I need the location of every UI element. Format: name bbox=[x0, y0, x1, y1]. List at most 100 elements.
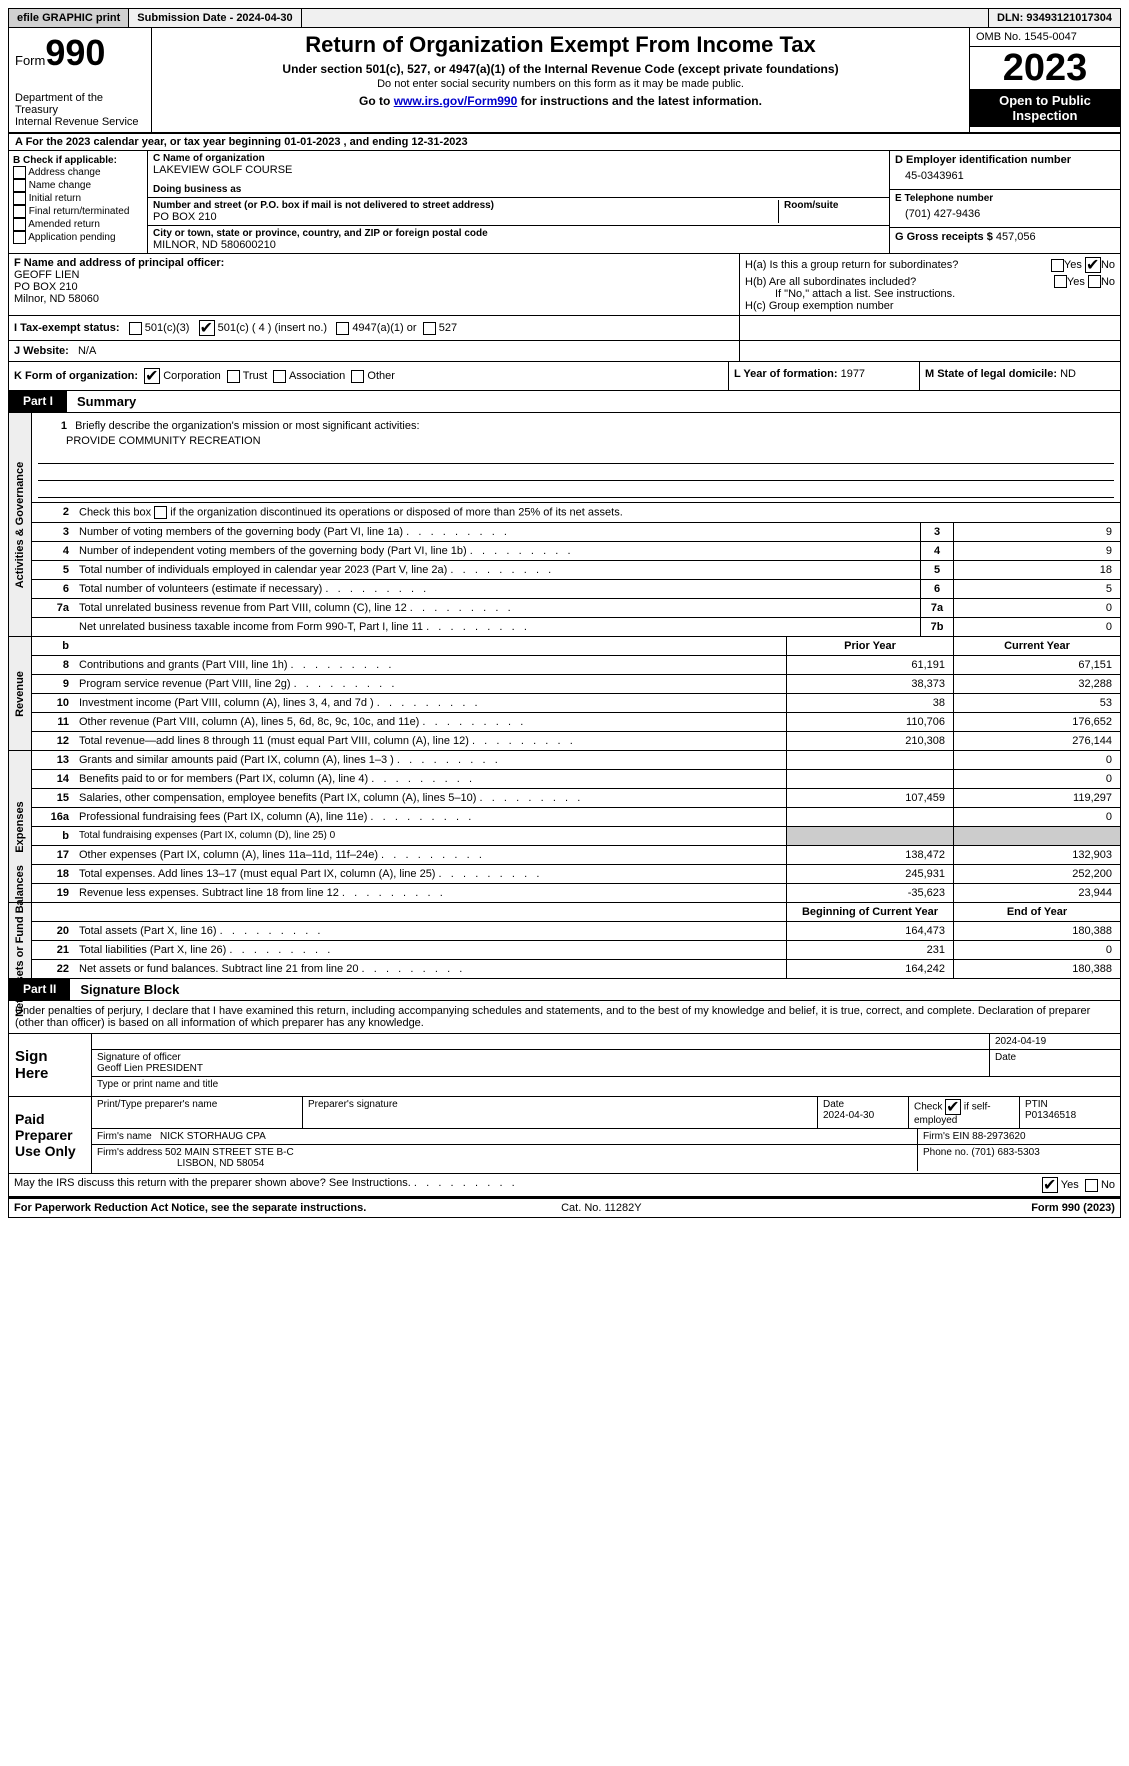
irs-link[interactable]: www.irs.gov/Form990 bbox=[394, 94, 518, 108]
discuss-row: May the IRS discuss this return with the… bbox=[8, 1174, 1121, 1197]
chk-assoc[interactable] bbox=[273, 370, 286, 383]
chk-discuss-yes[interactable] bbox=[1042, 1177, 1058, 1193]
dept-treasury: Department of the Treasury bbox=[15, 92, 145, 116]
chk-address-change[interactable] bbox=[13, 166, 26, 179]
dots bbox=[411, 1177, 515, 1193]
summary-line: 3 Number of voting members of the govern… bbox=[32, 523, 1120, 542]
part2-header: Part II Signature Block bbox=[8, 979, 1121, 1001]
line-box: 4 bbox=[920, 542, 953, 560]
chk-final-return[interactable] bbox=[13, 205, 26, 218]
lbl-initial-return: Initial return bbox=[29, 193, 81, 204]
period-mid: , and ending bbox=[344, 136, 412, 148]
chk-501c[interactable] bbox=[199, 320, 215, 336]
line-num: 13 bbox=[32, 751, 74, 769]
chk-initial-return[interactable] bbox=[13, 192, 26, 205]
chk-discuss-no[interactable] bbox=[1085, 1179, 1098, 1192]
gross-label: G Gross receipts $ bbox=[895, 231, 993, 243]
line-py: 138,472 bbox=[786, 846, 953, 864]
gross-value: 457,056 bbox=[996, 231, 1036, 243]
chk-4947[interactable] bbox=[336, 322, 349, 335]
vtab-gov: Activities & Governance bbox=[9, 413, 32, 636]
chk-other[interactable] bbox=[351, 370, 364, 383]
box-b: B Check if applicable: Address change Na… bbox=[9, 151, 148, 253]
lbl-address-change: Address change bbox=[28, 167, 100, 178]
line-cy: 67,151 bbox=[953, 656, 1120, 674]
summary-line: 4 Number of independent voting members o… bbox=[32, 542, 1120, 561]
line-box: 3 bbox=[920, 523, 953, 541]
line-cy: 23,944 bbox=[953, 884, 1120, 902]
chk-501c3[interactable] bbox=[129, 322, 142, 335]
line-cy: 276,144 bbox=[953, 732, 1120, 750]
line-val: 0 bbox=[953, 599, 1120, 617]
line-cy: 0 bbox=[953, 808, 1120, 826]
hb-note: If "No," attach a list. See instructions… bbox=[745, 288, 1115, 300]
line-py: 38 bbox=[786, 694, 953, 712]
chk-ha-no[interactable] bbox=[1085, 257, 1101, 273]
line-num: 3 bbox=[32, 523, 74, 541]
line2-text: Check this box bbox=[79, 506, 154, 518]
lbl-corp: Corporation bbox=[163, 370, 220, 382]
chk-self-employed[interactable] bbox=[945, 1099, 961, 1115]
open-to-public: Open to Public Inspection bbox=[970, 89, 1120, 127]
line-box: 7b bbox=[920, 618, 953, 636]
line-num bbox=[32, 618, 74, 636]
form-subtitle: Under section 501(c), 527, or 4947(a)(1)… bbox=[158, 62, 963, 76]
summary-line: 21 Total liabilities (Part X, line 26) 2… bbox=[32, 941, 1120, 960]
chk-ha-yes[interactable] bbox=[1051, 259, 1064, 272]
rev-section: Revenue b Prior Year Current Year 8 Cont… bbox=[8, 637, 1121, 751]
period-a: A For the 2023 calendar year, or tax yea… bbox=[15, 136, 284, 148]
chk-corp[interactable] bbox=[144, 368, 160, 384]
underline bbox=[38, 466, 1114, 481]
line-py: 107,459 bbox=[786, 789, 953, 807]
dln: DLN: 93493121017304 bbox=[989, 9, 1120, 27]
line-val: 5 bbox=[953, 580, 1120, 598]
firm-addr-label: Firm's address bbox=[97, 1147, 162, 1158]
link-post: for instructions and the latest informat… bbox=[517, 94, 762, 108]
line2-desc: Check this box if the organization disco… bbox=[74, 503, 1120, 522]
perjury-declaration: Under penalties of perjury, I declare th… bbox=[8, 1001, 1121, 1034]
chk-name-change[interactable] bbox=[13, 179, 26, 192]
lbl-final-return: Final return/terminated bbox=[29, 206, 130, 217]
chk-527[interactable] bbox=[423, 322, 436, 335]
ein-label: D Employer identification number bbox=[895, 154, 1115, 166]
box-c: C Name of organization LAKEVIEW GOLF COU… bbox=[148, 151, 890, 253]
topbar-spacer bbox=[302, 9, 989, 27]
part2-title: Signature Block bbox=[70, 979, 189, 1000]
lbl-527: 527 bbox=[439, 322, 457, 334]
form-org-label: K Form of organization: bbox=[14, 370, 138, 382]
chk-hb-no[interactable] bbox=[1088, 275, 1101, 288]
box-f: F Name and address of principal officer:… bbox=[9, 254, 740, 315]
line-desc: Program service revenue (Part VIII, line… bbox=[74, 675, 786, 693]
chk-trust[interactable] bbox=[227, 370, 240, 383]
lbl-application-pending: Application pending bbox=[28, 232, 115, 243]
gov-section: Activities & Governance 1 Briefly descri… bbox=[8, 413, 1121, 637]
summary-line: 7a Total unrelated business revenue from… bbox=[32, 599, 1120, 618]
year-formation: 1977 bbox=[841, 368, 865, 380]
chk-hb-yes[interactable] bbox=[1054, 275, 1067, 288]
chk-application-pending[interactable] bbox=[13, 231, 26, 244]
col-prior: Prior Year bbox=[786, 637, 953, 655]
row-klm: K Form of organization: Corporation Trus… bbox=[8, 362, 1121, 391]
line-desc: Other expenses (Part IX, column (A), lin… bbox=[74, 846, 786, 864]
prep-date: 2024-04-30 bbox=[823, 1110, 874, 1121]
hb-yes: Yes bbox=[1067, 276, 1085, 288]
line-desc: Net assets or fund balances. Subtract li… bbox=[74, 960, 786, 978]
rev-header: b Prior Year Current Year bbox=[32, 637, 1120, 656]
sig-officer-label: Signature of officer bbox=[97, 1052, 181, 1063]
chk-amended-return[interactable] bbox=[13, 218, 26, 231]
exp-section: Expenses 13 Grants and similar amounts p… bbox=[8, 751, 1121, 903]
line-num: 5 bbox=[32, 561, 74, 579]
box-h: H(a) Is this a group return for subordin… bbox=[740, 254, 1120, 315]
sign-date: 2024-04-19 bbox=[990, 1034, 1120, 1049]
line-desc: Number of independent voting members of … bbox=[74, 542, 920, 560]
discuss-yes: Yes bbox=[1061, 1179, 1079, 1191]
line-num: 22 bbox=[32, 960, 74, 978]
summary-line: 17 Other expenses (Part IX, column (A), … bbox=[32, 846, 1120, 865]
part1-label: Part I bbox=[9, 391, 67, 412]
form-word: Form bbox=[15, 53, 45, 68]
line-cy: 180,388 bbox=[953, 960, 1120, 978]
chk-line2[interactable] bbox=[154, 506, 167, 519]
line-num: 16a bbox=[32, 808, 74, 826]
domicile-label: M State of legal domicile: bbox=[925, 368, 1057, 380]
sig-officer-name: Geoff Lien PRESIDENT bbox=[97, 1063, 203, 1074]
